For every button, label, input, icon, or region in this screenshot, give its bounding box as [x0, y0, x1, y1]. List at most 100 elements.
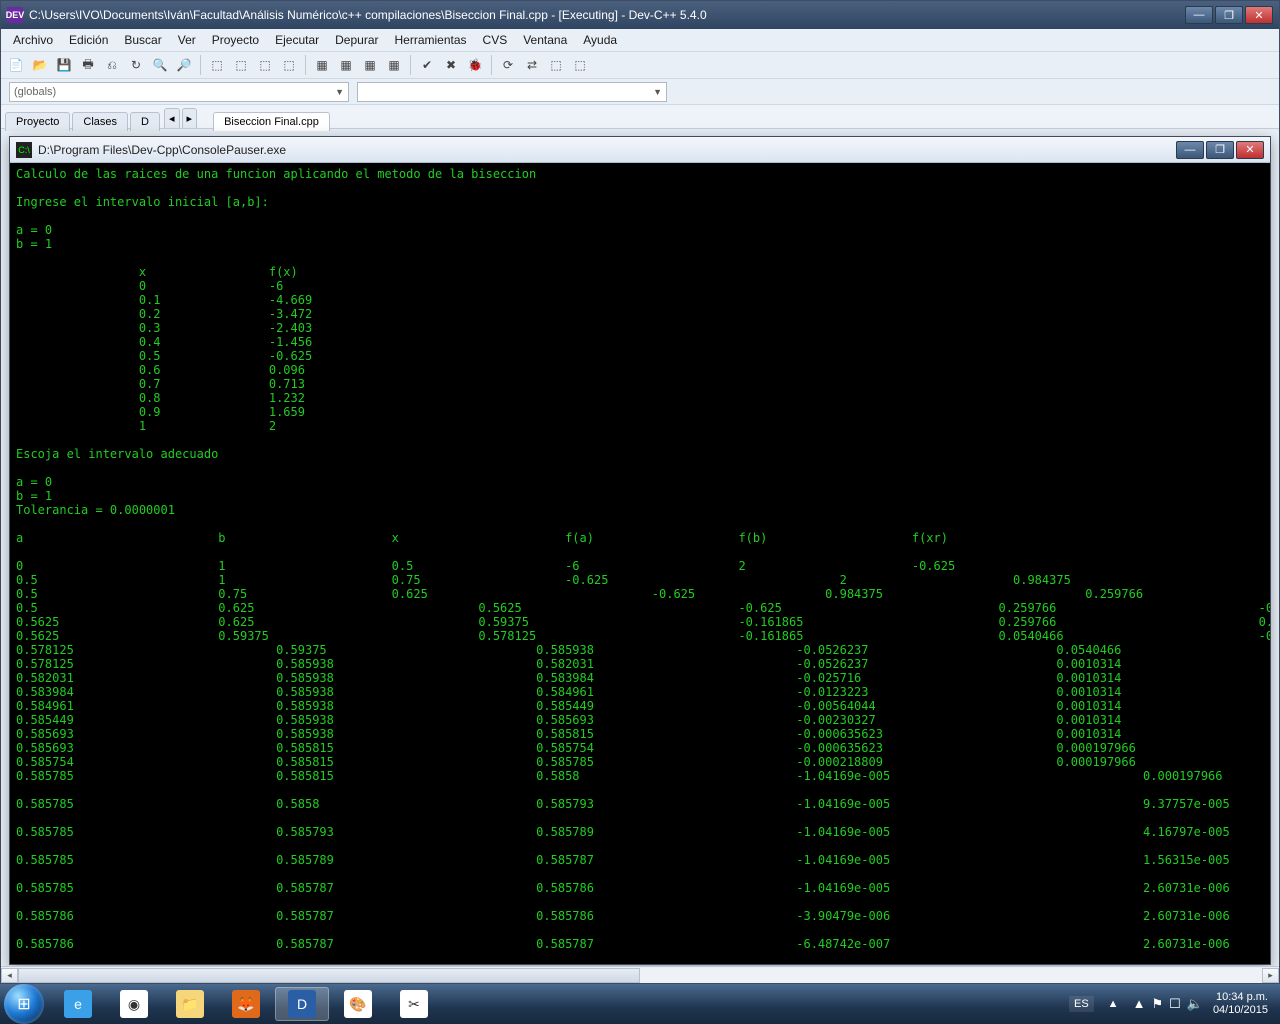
toolbar-separator [200, 55, 201, 75]
menu-edición[interactable]: Edición [61, 31, 116, 49]
app-icon: DEV [7, 7, 23, 23]
window-title: C:\Users\IVO\Documents\Iván\Facultad\Aná… [29, 8, 1185, 22]
menubar: ArchivoEdiciónBuscarVerProyectoEjecutarD… [1, 29, 1279, 51]
scroll-track[interactable] [18, 968, 1262, 983]
chevron-down-icon: ▼ [653, 87, 662, 97]
console-icon: C:\ [16, 142, 32, 158]
taskbar-item-ie[interactable]: e [51, 987, 105, 1021]
toolbar-separator [410, 55, 411, 75]
tab-scroll-right[interactable]: ▸ [182, 108, 198, 128]
document-tab[interactable]: Biseccion Final.cpp [213, 112, 330, 131]
toolbar-separator [491, 55, 492, 75]
toolbar-button[interactable]: ▦ [383, 54, 405, 76]
toolbar-button[interactable]: ▦ [311, 54, 333, 76]
titlebar: DEV C:\Users\IVO\Documents\Iván\Facultad… [1, 1, 1279, 29]
horizontal-scrollbar[interactable]: ◂ ▸ [1, 966, 1279, 983]
devcpp-icon: D [288, 990, 316, 1018]
menu-ver[interactable]: Ver [170, 31, 204, 49]
ie-icon: e [64, 990, 92, 1018]
tab-strip: ProyectoClasesD ◂ ▸ Biseccion Final.cpp [1, 105, 1279, 129]
toolbar-button[interactable]: ⬚ [569, 54, 591, 76]
console-window: C:\ D:\Program Files\Dev-Cpp\ConsolePaus… [9, 136, 1271, 965]
chrome-icon: ◉ [120, 990, 148, 1018]
system-tray: ES ▲ ▲ ⚑ ☐ 🔈 10:34 p.m. 04/10/2015 [1069, 991, 1276, 1017]
taskbar-item-devcpp[interactable]: D [275, 987, 329, 1021]
taskbar-item-snip[interactable]: ✂ [387, 987, 441, 1021]
tray-overflow-button[interactable]: ▲ [1104, 998, 1123, 1010]
toolbar-button[interactable]: ↻ [125, 54, 147, 76]
tab-scroll-left[interactable]: ◂ [164, 108, 180, 128]
taskbar-item-explorer[interactable]: 📁 [163, 987, 217, 1021]
tray-icon[interactable]: ⚑ [1151, 996, 1163, 1012]
side-tab-proyecto[interactable]: Proyecto [5, 112, 70, 131]
toolbar: 📄📂💾🖶⎌↻🔍🔎⬚⬚⬚⬚▦▦▦▦✔✖🐞⟳⇄⬚⬚ [1, 51, 1279, 79]
toolbar-button[interactable]: 🔍 [149, 54, 171, 76]
toolbar-button[interactable]: ⬚ [230, 54, 252, 76]
taskbar-item-chrome[interactable]: ◉ [107, 987, 161, 1021]
toolbar-button[interactable]: ⬚ [254, 54, 276, 76]
taskbar-clock[interactable]: 10:34 p.m. 04/10/2015 [1213, 991, 1268, 1017]
tray-icon[interactable]: ☐ [1169, 996, 1181, 1012]
side-tab-clases[interactable]: Clases [72, 112, 128, 131]
console-title: D:\Program Files\Dev-Cpp\ConsolePauser.e… [38, 143, 1176, 157]
console-output: Calculo de las raices de una funcion apl… [10, 163, 1270, 964]
toolbar-separator [305, 55, 306, 75]
toolbar-button[interactable]: 🐞 [464, 54, 486, 76]
firefox-icon: 🦊 [232, 990, 260, 1018]
side-tab-d[interactable]: D [130, 112, 160, 131]
devcpp-main-window: DEV C:\Users\IVO\Documents\Iván\Facultad… [0, 0, 1280, 984]
menu-depurar[interactable]: Depurar [327, 31, 386, 49]
menu-archivo[interactable]: Archivo [5, 31, 61, 49]
tray-icon[interactable]: 🔈 [1187, 996, 1203, 1012]
scope-combo[interactable]: (globals) ▼ [9, 82, 349, 102]
menu-ayuda[interactable]: Ayuda [575, 31, 625, 49]
toolbar-button[interactable]: 📄 [5, 54, 27, 76]
menu-herramientas[interactable]: Herramientas [387, 31, 475, 49]
taskbar-item-paint[interactable]: 🎨 [331, 987, 385, 1021]
toolbar-button[interactable]: 🖶 [77, 54, 99, 76]
scroll-right-button[interactable]: ▸ [1262, 968, 1279, 983]
tray-icon[interactable]: ▲ [1133, 996, 1146, 1012]
explorer-icon: 📁 [176, 990, 204, 1018]
console-minimize-button[interactable]: — [1176, 141, 1204, 159]
console-maximize-button[interactable]: ❐ [1206, 141, 1234, 159]
toolbar-button[interactable]: ⬚ [206, 54, 228, 76]
toolbar-button[interactable]: ⬚ [545, 54, 567, 76]
console-close-button[interactable]: ✕ [1236, 141, 1264, 159]
toolbar-button[interactable]: ⎌ [101, 54, 123, 76]
windows-logo-icon: ⊞ [17, 994, 30, 1014]
toolbar-button[interactable]: ▦ [359, 54, 381, 76]
console-titlebar: C:\ D:\Program Files\Dev-Cpp\ConsolePaus… [10, 137, 1270, 163]
chevron-down-icon: ▼ [335, 87, 344, 97]
toolbar-combos: (globals) ▼ ▼ [1, 79, 1279, 105]
toolbar-button[interactable]: ⟳ [497, 54, 519, 76]
menu-buscar[interactable]: Buscar [116, 31, 169, 49]
toolbar-button[interactable]: ✔ [416, 54, 438, 76]
scroll-left-button[interactable]: ◂ [1, 968, 18, 983]
toolbar-button[interactable]: ⇄ [521, 54, 543, 76]
language-indicator[interactable]: ES [1069, 996, 1094, 1012]
toolbar-button[interactable]: 🔎 [173, 54, 195, 76]
scope-combo-text: (globals) [14, 86, 56, 98]
snip-icon: ✂ [400, 990, 428, 1018]
scroll-thumb[interactable] [18, 968, 640, 983]
clock-date: 04/10/2015 [1213, 1004, 1268, 1017]
toolbar-button[interactable]: 📂 [29, 54, 51, 76]
menu-ventana[interactable]: Ventana [515, 31, 575, 49]
taskbar-item-firefox[interactable]: 🦊 [219, 987, 273, 1021]
paint-icon: 🎨 [344, 990, 372, 1018]
toolbar-button[interactable]: ✖ [440, 54, 462, 76]
minimize-button[interactable]: — [1185, 6, 1213, 24]
toolbar-button[interactable]: ⬚ [278, 54, 300, 76]
windows-taskbar: ⊞ e ◉ 📁 🦊 D 🎨 ✂ ES ▲ ▲ ⚑ ☐ 🔈 10:34 p.m. 04/10/201… [0, 984, 1280, 1024]
close-button[interactable]: ✕ [1245, 6, 1273, 24]
clock-time: 10:34 p.m. [1213, 991, 1268, 1004]
symbol-combo[interactable]: ▼ [357, 82, 667, 102]
maximize-button[interactable]: ❐ [1215, 6, 1243, 24]
menu-cvs[interactable]: CVS [475, 31, 516, 49]
toolbar-button[interactable]: ▦ [335, 54, 357, 76]
toolbar-button[interactable]: 💾 [53, 54, 75, 76]
menu-ejecutar[interactable]: Ejecutar [267, 31, 327, 49]
menu-proyecto[interactable]: Proyecto [204, 31, 267, 49]
start-button[interactable]: ⊞ [4, 984, 44, 1024]
